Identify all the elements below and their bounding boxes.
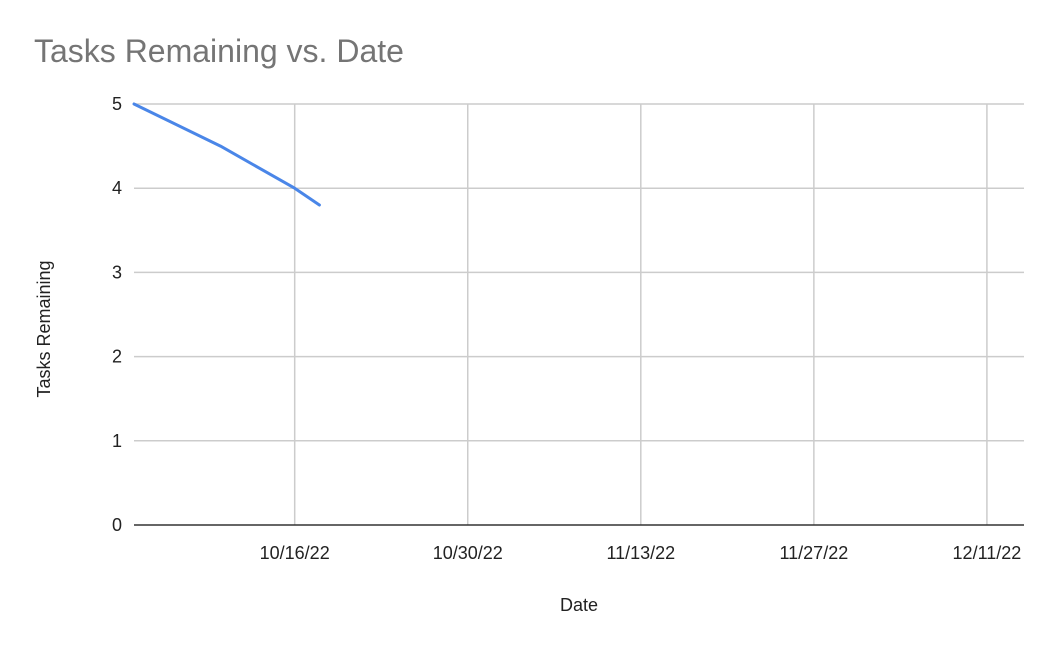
y-tick-label: 3 — [112, 262, 122, 282]
grid-lines — [134, 103, 1024, 525]
x-tick-label: 12/11/22 — [953, 543, 1022, 563]
x-tick-label: 11/13/22 — [606, 543, 675, 563]
y-tick-label: 4 — [112, 178, 122, 198]
series-layer — [132, 102, 321, 207]
y-tick-label: 1 — [112, 431, 122, 451]
y-axis-title: Tasks Remaining — [34, 260, 54, 397]
x-tick-label: 10/30/22 — [433, 543, 503, 563]
x-axis-title: Date — [560, 595, 598, 615]
x-tick-label: 11/27/22 — [779, 543, 848, 563]
x-tick-label: 10/16/22 — [260, 543, 330, 563]
y-tick-label: 0 — [112, 515, 122, 535]
y-axis-ticks: 0 1 2 3 4 5 — [112, 94, 122, 535]
x-axis-ticks: 10/16/22 10/30/22 11/13/22 11/27/22 12/11/22 — [260, 543, 1022, 563]
series-line — [132, 102, 321, 207]
y-tick-label: 5 — [112, 94, 122, 114]
chart-title: Tasks Remaining vs. Date — [34, 33, 404, 69]
y-tick-label: 2 — [112, 347, 122, 367]
